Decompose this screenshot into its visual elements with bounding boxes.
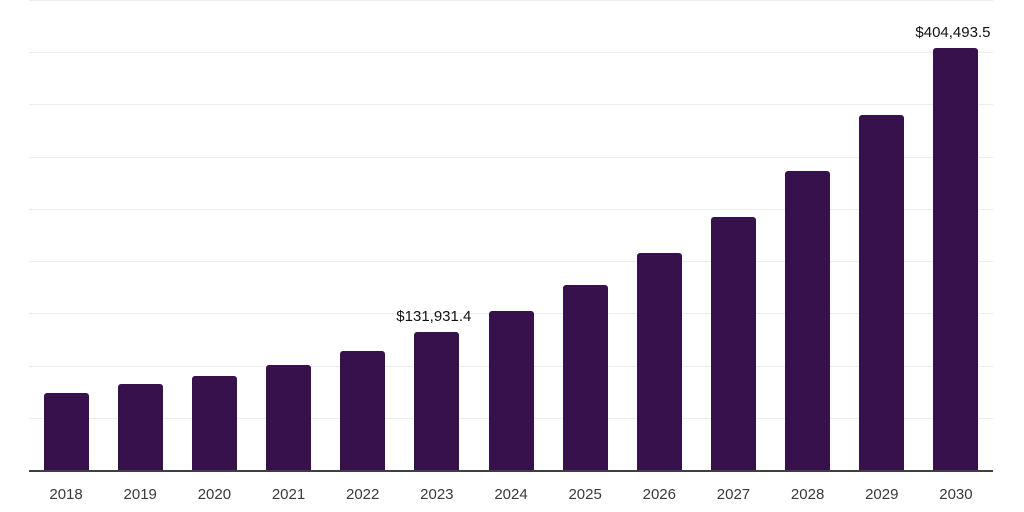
bar-2026 xyxy=(636,253,682,470)
x-tick-label-2018: 2018 xyxy=(49,486,83,503)
bar-2028 xyxy=(785,171,831,470)
bar-2022 xyxy=(340,350,386,470)
gridline-400000 xyxy=(29,52,993,54)
data-label-2030: $404,493.5 xyxy=(915,23,991,41)
x-tick-label-2023: 2023 xyxy=(420,486,454,503)
bar-2024 xyxy=(488,310,534,470)
gridline-450000 xyxy=(29,0,993,1)
data-label-2023: $131,931.4 xyxy=(396,308,472,326)
x-tick-label-2025: 2025 xyxy=(568,486,602,503)
bar-2027 xyxy=(710,217,756,470)
gridline-350000 xyxy=(29,104,993,106)
x-axis-line xyxy=(29,470,993,472)
bar-2020 xyxy=(191,375,237,470)
bar-2023 xyxy=(414,332,460,470)
gridline-250000 xyxy=(29,208,993,210)
bar-2025 xyxy=(562,284,608,470)
x-tick-label-2030: 2030 xyxy=(939,486,973,503)
bar-2018 xyxy=(43,393,89,470)
x-tick-label-2019: 2019 xyxy=(123,486,157,503)
bar-2029 xyxy=(859,114,905,470)
x-tick-label-2022: 2022 xyxy=(346,486,380,503)
bar-2019 xyxy=(117,384,163,470)
x-tick-label-2029: 2029 xyxy=(865,486,899,503)
x-tick-label-2027: 2027 xyxy=(716,486,751,503)
bar-2030 xyxy=(933,47,979,470)
x-tick-label-2021: 2021 xyxy=(271,486,306,503)
x-tick-label-2026: 2026 xyxy=(642,486,676,503)
x-tick-label-2020: 2020 xyxy=(197,486,232,503)
bar-2021 xyxy=(266,365,312,470)
gridline-200000 xyxy=(29,261,993,263)
x-tick-label-2028: 2028 xyxy=(790,486,825,503)
gridline-300000 xyxy=(29,156,993,158)
x-tick-label-2024: 2024 xyxy=(494,486,528,503)
